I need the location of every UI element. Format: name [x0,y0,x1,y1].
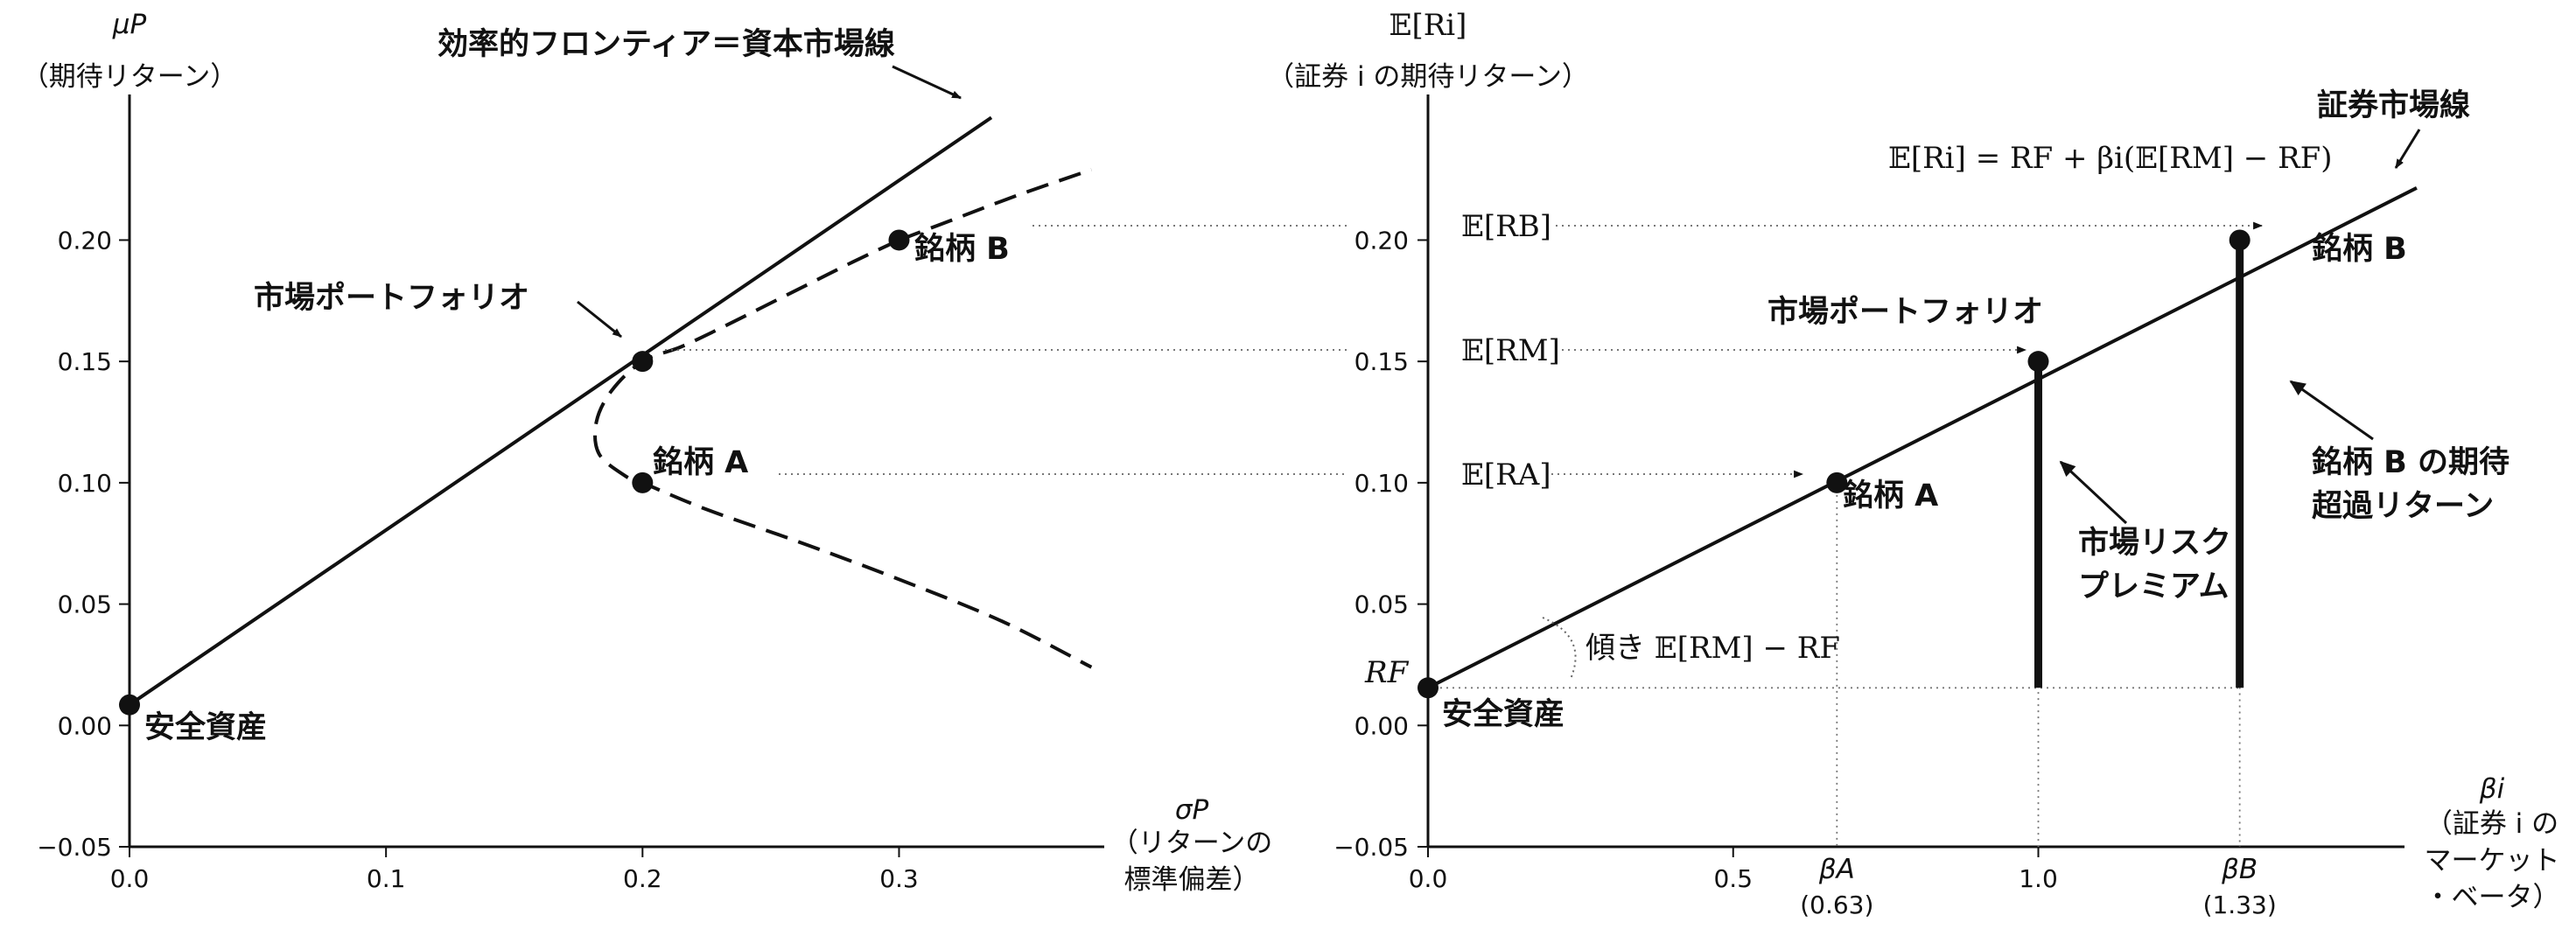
left-y-tick-label: −0.05 [37,833,112,862]
left-y-axis-symbol: μP [112,9,147,40]
stock-b-excess-label-line2: 超過リターン [2312,489,2494,524]
left-label-stock-a: 銘柄 A [653,445,748,480]
left-y-tick-label: 0.05 [58,590,112,619]
right-x-tick-label: 0.0 [1409,864,1448,893]
right-y-axis-symbol: 𝔼[Ri] [1390,8,1467,43]
capital-market-line [128,115,993,707]
right-y-tick-label: 0.10 [1354,469,1409,498]
left-label-stock-b: 銘柄 B [914,232,1010,267]
left-x-tick-label: 0.0 [110,864,150,893]
beta-symbol-label: βA [1818,854,1855,885]
right-y-axis-label: （証券 i の期待リターン） [1267,61,1589,93]
market-risk-premium-arrow [2059,460,2128,525]
left-x-axis-label-line2: 標準偏差） [1124,864,1260,896]
left-point [632,351,654,373]
right-chart-sml: −0.05 0.00 0.05 0.10 0.15 0.20 0.0 0.5 1.0 𝔼[Ri… [1267,8,2559,919]
right-x-tick-label: 1.0 [2019,864,2058,893]
market-risk-premium-label-line1: 市場リスク [2078,526,2231,561]
left-market-portfolio-arrow [577,300,622,339]
expected-return-m-label: 𝔼[RM] [1461,333,1560,368]
right-label-market-portfolio: 市場ポートフォリオ [1768,294,2043,330]
right-y-tick-label: 0.15 [1354,347,1409,376]
left-x-tick-label: 0.3 [879,864,919,893]
slope-angle-arc [1542,617,1577,680]
left-label-market-portfolio: 市場ポートフォリオ [254,280,529,316]
frontier-upper-extension [898,168,1092,242]
right-point [1418,677,1438,699]
left-x-tick-label: 0.1 [367,864,406,893]
left-point [888,229,910,251]
slope-annotation: 傾き 𝔼[RM] − RF [1586,631,1840,666]
right-label-stock-a: 銘柄 A [1843,478,1938,513]
security-market-line [1427,186,2418,690]
beta-value-label: (1.33) [2203,891,2277,919]
expected-return-a-label: 𝔼[RA] [1461,458,1551,492]
cml-label: 効率的フロンティア＝資本市場線 [438,27,895,62]
left-x-axis-symbol: σP [1175,794,1209,826]
right-y-tick-label: −0.05 [1334,833,1409,862]
stock-b-excess-label-line1: 銘柄 B の期待 [2312,445,2510,480]
right-x-axis-label-line1: （証券 i の [2426,808,2558,840]
efficient-frontier-curve [592,238,1093,669]
right-point [1826,471,1848,493]
left-y-tick-label: 0.00 [58,711,112,740]
left-chart-frontier: −0.05 0.00 0.05 0.10 0.15 0.20 0.0 0.1 0.2 0.3 μ… [22,9,1272,896]
risk-free-rate-label: RF [1364,655,1410,690]
sml-label-arrow [2394,129,2421,169]
market-risk-premium-label-line2: プレミアム [2078,569,2230,604]
left-y-tick-label: 0.15 [58,347,112,376]
right-x-tick-label: 0.5 [1713,864,1753,893]
expected-return-b-label: 𝔼[RB] [1461,209,1551,244]
right-x-axis-label-line3: ・ベータ） [2425,882,2560,913]
left-y-axis-label: （期待リターン） [22,61,237,93]
beta-value-label: (0.63) [1800,891,1873,919]
right-y-tick-label: 0.20 [1354,226,1409,255]
left-y-tick-label: 0.10 [58,469,112,498]
left-label-risk-free: 安全資産 [144,709,267,745]
cml-label-arrow [892,65,962,100]
left-point [632,471,654,493]
left-y-tick-label: 0.20 [58,226,112,255]
right-point [2027,351,2049,373]
left-x-tick-label: 0.2 [623,864,662,893]
right-x-axis-symbol: βi [2479,773,2505,805]
stock-b-excess-arrow [2289,380,2374,441]
beta-symbol-label: βB [2221,854,2258,885]
right-point [2229,229,2250,251]
right-y-tick-label: 0.05 [1354,590,1409,619]
right-label-stock-b: 銘柄 B [2312,232,2407,267]
sml-label: 証券市場線 [2317,88,2470,123]
left-point [119,694,140,716]
sml-equation: 𝔼[Ri] = RF + βi(𝔼[RM] − RF) [1888,141,2333,176]
left-x-axis-label-line1: （リターンの [1111,828,1272,859]
right-label-risk-free: 安全資産 [1442,696,1564,732]
right-y-tick-label: 0.00 [1354,711,1409,740]
right-x-axis-label-line2: マーケット [2425,845,2560,877]
